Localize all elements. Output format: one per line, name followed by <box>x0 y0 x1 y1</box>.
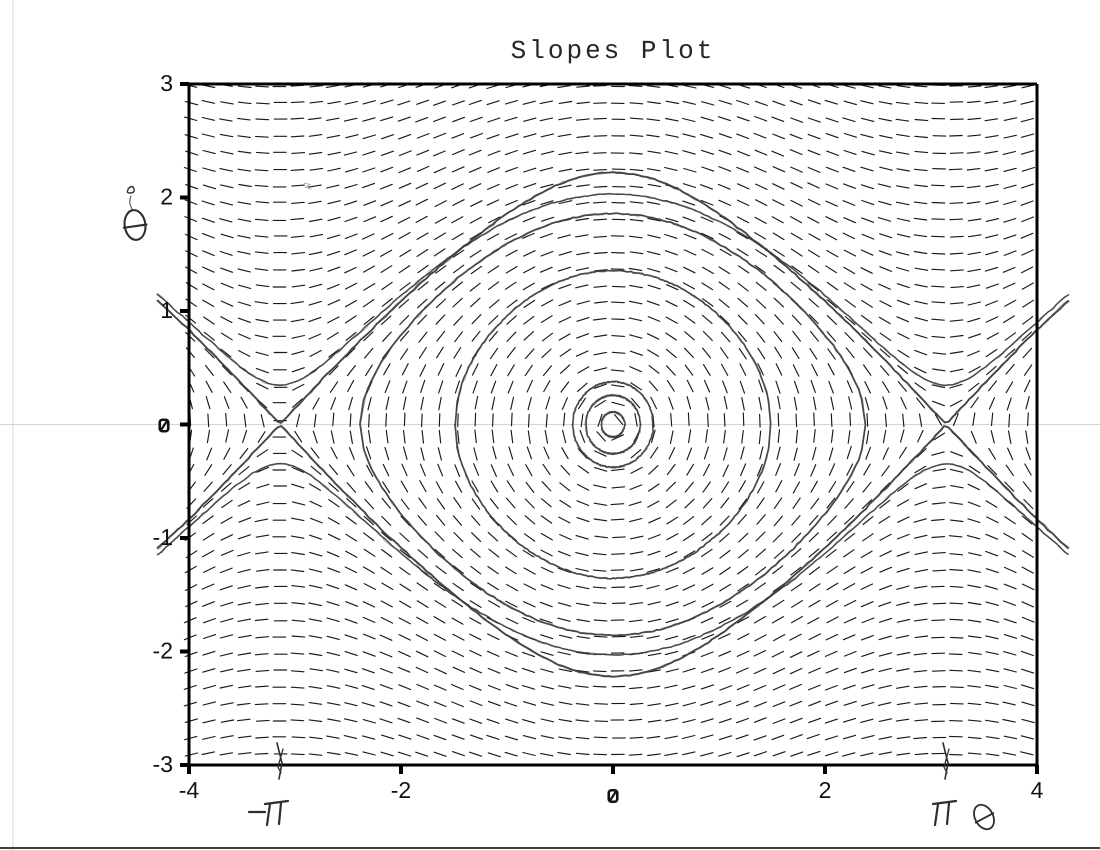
svg-text:1: 1 <box>160 297 173 323</box>
svg-text:-1: -1 <box>153 524 173 550</box>
svg-text:Slopes Plot: Slopes Plot <box>511 36 716 66</box>
svg-text:-4: -4 <box>179 777 200 803</box>
svg-text:-2: -2 <box>153 638 173 664</box>
svg-text:2: 2 <box>819 777 832 803</box>
svg-text:3: 3 <box>160 70 173 96</box>
svg-text:4: 4 <box>1031 777 1044 803</box>
svg-text:-2: -2 <box>391 777 411 803</box>
svg-text:2: 2 <box>160 184 173 210</box>
svg-text:-3: -3 <box>153 751 173 777</box>
